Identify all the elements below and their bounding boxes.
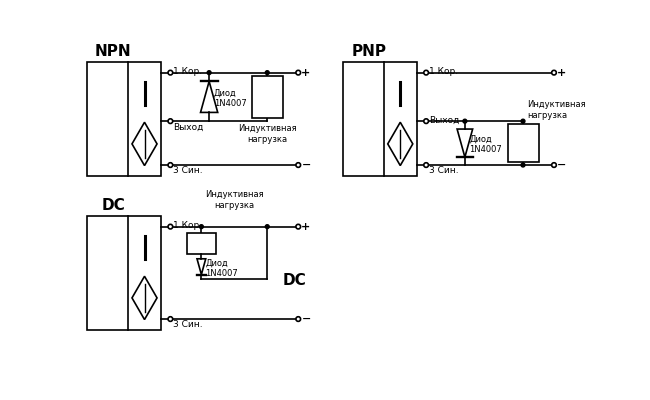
Text: 3 Син.: 3 Син.	[174, 320, 203, 329]
Bar	[508, 124, 538, 162]
Text: 1 Кор.: 1 Кор.	[174, 67, 203, 76]
Circle shape	[265, 71, 269, 74]
Circle shape	[552, 70, 556, 75]
Circle shape	[168, 163, 173, 167]
Text: NPN: NPN	[95, 44, 131, 59]
Circle shape	[424, 119, 428, 124]
Bar	[187, 233, 216, 254]
Text: Диод
1N4007: Диод 1N4007	[214, 89, 246, 108]
Text: PNP: PNP	[352, 44, 387, 59]
Text: DC: DC	[283, 273, 307, 288]
Circle shape	[296, 224, 300, 229]
Polygon shape	[197, 259, 206, 274]
Text: Индуктивная
нагрузка: Индуктивная нагрузка	[238, 124, 296, 144]
Bar	[252, 76, 283, 118]
Text: −: −	[557, 160, 567, 170]
Circle shape	[521, 163, 525, 167]
Bar	[88, 216, 161, 330]
Circle shape	[552, 163, 556, 167]
Circle shape	[424, 70, 428, 75]
Text: +: +	[557, 68, 566, 78]
Text: Выход: Выход	[174, 123, 204, 132]
Text: 3 Син.: 3 Син.	[429, 166, 459, 175]
Polygon shape	[132, 276, 157, 320]
Text: −: −	[302, 160, 311, 170]
Bar	[343, 62, 417, 176]
Text: 1 Кор.: 1 Кор.	[429, 67, 458, 76]
Text: Диод
1N4007: Диод 1N4007	[469, 135, 502, 154]
Text: DC: DC	[101, 198, 125, 213]
Polygon shape	[388, 122, 413, 166]
Text: Диод
1N4007: Диод 1N4007	[205, 258, 238, 278]
Bar	[88, 62, 161, 176]
Circle shape	[168, 119, 173, 124]
Text: +: +	[302, 222, 311, 232]
Circle shape	[463, 119, 467, 123]
Text: −: −	[302, 314, 311, 324]
Polygon shape	[132, 122, 157, 166]
Circle shape	[521, 119, 525, 123]
Circle shape	[265, 225, 269, 228]
Circle shape	[200, 225, 203, 228]
Text: 1 Кор.: 1 Кор.	[174, 221, 203, 230]
Circle shape	[296, 70, 300, 75]
Circle shape	[296, 163, 300, 167]
Text: 3 Син.: 3 Син.	[174, 166, 203, 175]
Text: Индуктивная
нагрузка: Индуктивная нагрузка	[205, 190, 264, 210]
Text: Выход: Выход	[429, 116, 460, 125]
Circle shape	[168, 224, 173, 229]
Polygon shape	[201, 81, 218, 112]
Circle shape	[207, 71, 211, 74]
Text: Индуктивная
нагрузка: Индуктивная нагрузка	[527, 100, 586, 120]
Polygon shape	[457, 129, 473, 157]
Circle shape	[168, 70, 173, 75]
Circle shape	[296, 317, 300, 321]
Text: +: +	[302, 68, 311, 78]
Circle shape	[424, 163, 428, 167]
Circle shape	[168, 317, 173, 321]
